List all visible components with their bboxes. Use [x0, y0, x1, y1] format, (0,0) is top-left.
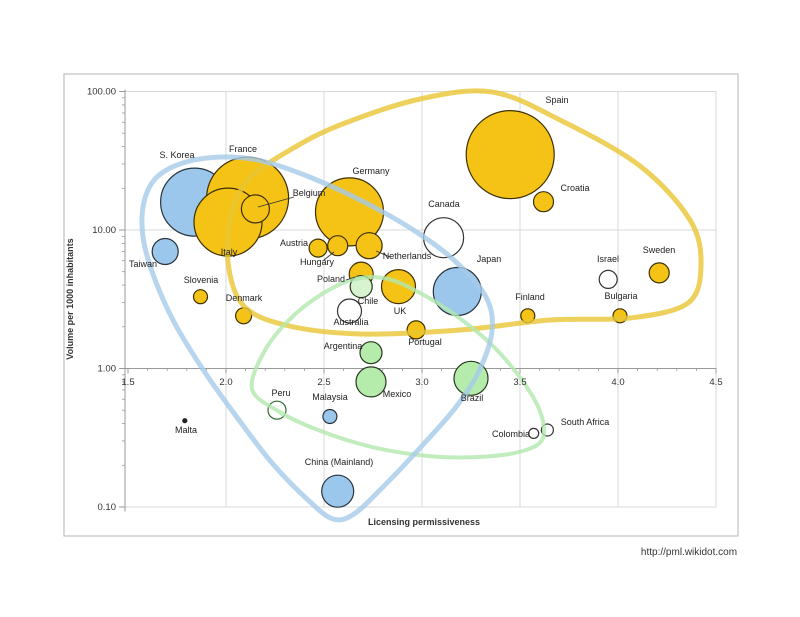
x-tick-label: 2.0 [219, 377, 232, 388]
label-austria: Austria [280, 238, 308, 248]
x-tick-label: 3.5 [513, 377, 526, 388]
bubble-australia [336, 298, 363, 324]
label-sweden: Sweden [643, 245, 676, 255]
green-loop [249, 275, 547, 460]
bubble-taiwan [151, 237, 179, 266]
label-france: France [229, 144, 257, 154]
chart-frame [63, 73, 739, 537]
leader-line [375, 250, 391, 258]
label-croatia: Croatia [560, 183, 589, 193]
label-italy: Italy [221, 247, 238, 257]
label-argentina: Argentina [324, 341, 363, 351]
x-axis-title: Licensing permissiveness [368, 517, 480, 527]
y-tick-label: 100.00 [87, 87, 116, 98]
label-hungary: Hungary [300, 257, 335, 267]
label-uk: UK [394, 306, 407, 316]
label-malaysia: Malaysia [312, 392, 348, 402]
bubble-colombia [528, 427, 540, 439]
label-germany: Germany [352, 166, 390, 176]
x-tick-label: 1.5 [121, 377, 134, 388]
bubble-sweden [648, 262, 670, 284]
yellow-loop [224, 88, 704, 337]
y-tick-label: 1.00 [98, 364, 117, 375]
blue-loop [139, 154, 495, 523]
bubble-croatia [532, 191, 555, 213]
y-tick-label: 10.00 [92, 225, 116, 236]
label-netherlands: Netherlands [383, 251, 432, 261]
label-bulgaria: Bulgaria [604, 291, 637, 301]
leader-line [257, 196, 295, 208]
label-china-mainland-: China (Mainland) [305, 457, 374, 467]
leader-line [345, 276, 356, 281]
bubble-hungary [327, 235, 349, 257]
bubble-argentina [359, 341, 383, 365]
bubble-belgium [240, 194, 270, 224]
label-israel: Israel [597, 254, 619, 264]
label-poland: Poland [317, 274, 345, 284]
tick-labels-layer: 1.5 2.0 2.5 3.0 3.5 4.0 4.5 100.00 10.00 1.00 0.10 [87, 87, 723, 514]
label-chile: Chile [358, 296, 379, 306]
label-south-africa: South Africa [561, 417, 610, 427]
label-malta: Malta [175, 425, 197, 435]
label-denmark: Denmark [226, 293, 263, 303]
bubble-malaysia [322, 408, 338, 425]
label-mexico: Mexico [383, 389, 412, 399]
bubble-spain [465, 110, 555, 200]
label-japan: Japan [477, 254, 502, 264]
gridlines [125, 91, 717, 508]
x-tick-label: 3.0 [415, 377, 428, 388]
bubble-malta [182, 418, 188, 424]
label-taiwan: Taiwan [129, 259, 157, 269]
x-tick-label: 4.0 [611, 377, 624, 388]
label-belgium: Belgium [293, 188, 326, 198]
label-slovenia: Slovenia [184, 275, 219, 285]
label-colombia: Colombia [492, 429, 530, 439]
bubble-china-mainland- [321, 474, 355, 508]
label-australia: Australia [333, 317, 368, 327]
group-loops-layer [139, 88, 704, 523]
label-spain: Spain [545, 95, 568, 105]
leader-line [323, 251, 335, 261]
label-finland: Finland [515, 292, 545, 302]
bubble-mexico [355, 366, 387, 398]
bubble-chile [349, 275, 373, 299]
footer-url[interactable]: http://pml.wikidot.com [641, 547, 737, 558]
bubble-netherlands [355, 232, 383, 260]
label-portugal: Portugal [408, 337, 442, 347]
labels-layer: S. Korea Taiwan France Italy Belgium Germany A… [129, 95, 675, 467]
x-tick-label: 4.5 [709, 377, 722, 388]
bubble-japan [432, 266, 482, 317]
bubble-israel [598, 269, 618, 289]
label-canada: Canada [428, 199, 460, 209]
bubble-austria [308, 238, 328, 258]
y-tick-label: 0.10 [98, 502, 117, 513]
label-brazil: Brazil [461, 393, 484, 403]
label-peru: Peru [271, 388, 290, 398]
bubble-slovenia [192, 289, 209, 305]
bubbles-layer [151, 110, 670, 508]
y-axis-title: Volume per 1000 inhabitants [65, 238, 75, 359]
label-s-korea: S. Korea [159, 150, 194, 160]
x-tick-label: 2.5 [317, 377, 330, 388]
